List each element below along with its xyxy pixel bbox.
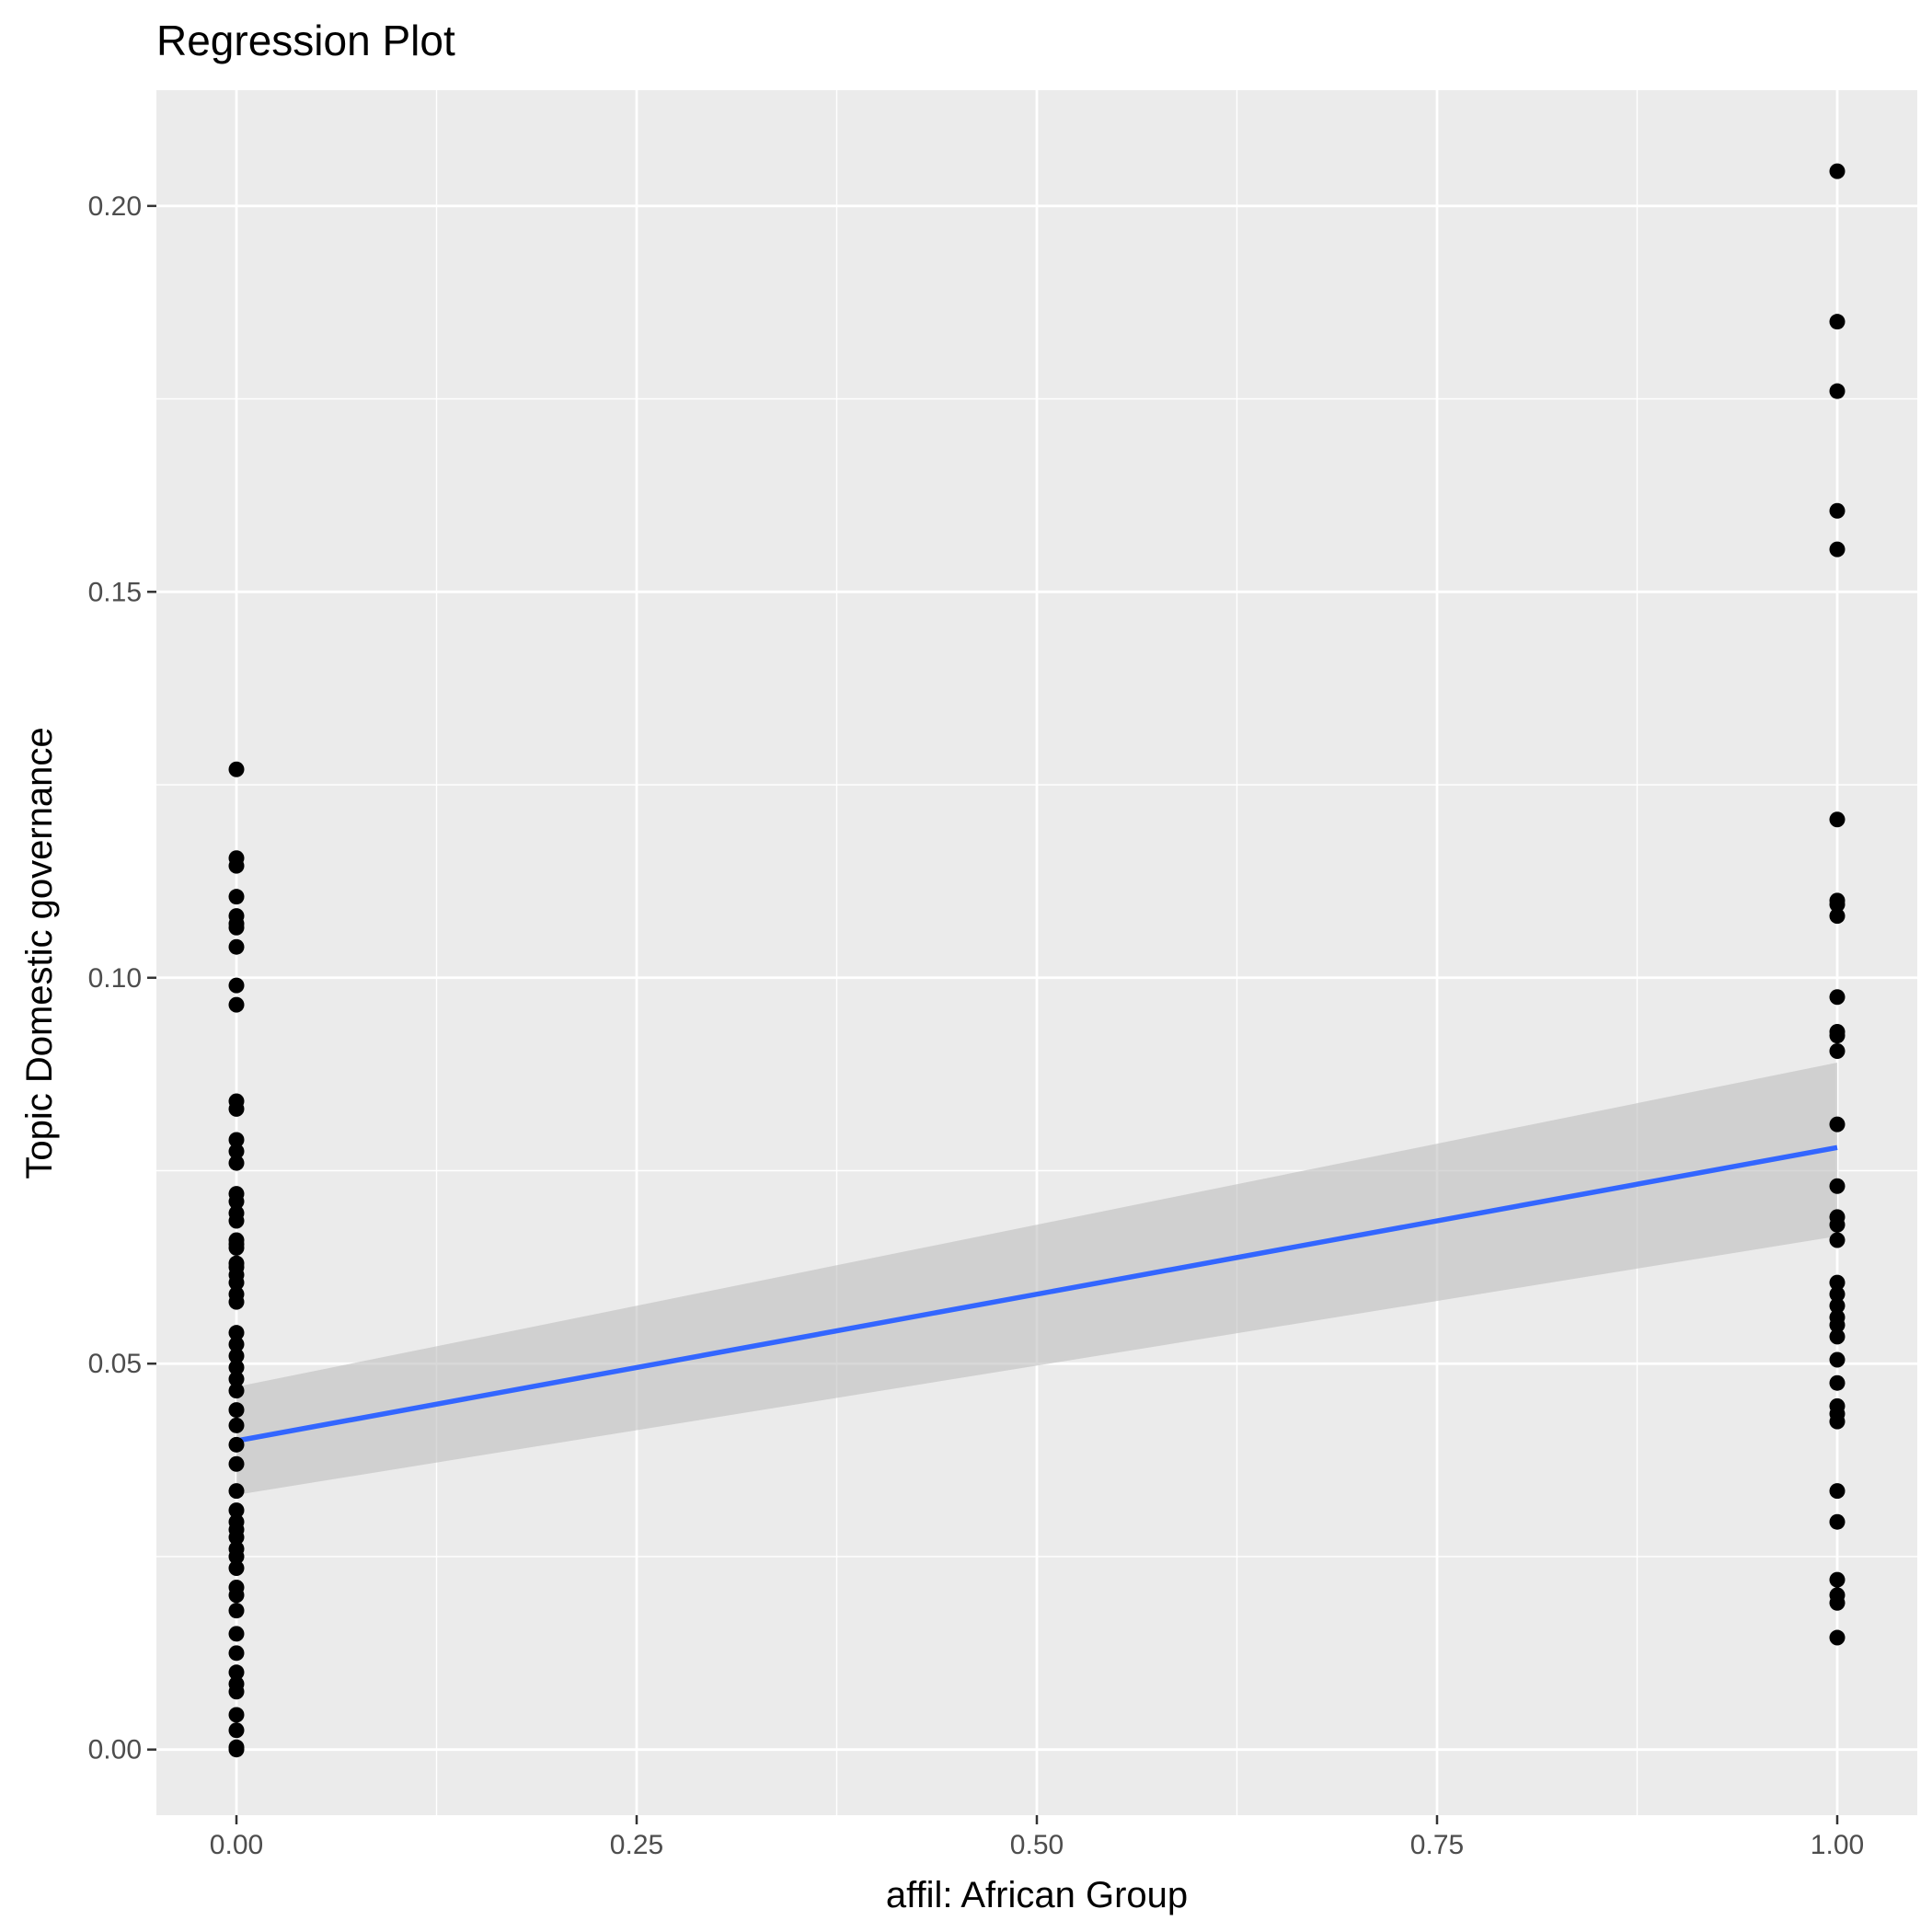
x-axis-ticks: 0.00 0.25 0.50 0.75 1.00	[210, 1815, 1864, 1860]
data-point	[228, 1722, 245, 1739]
data-point	[228, 889, 245, 905]
data-point	[228, 1274, 245, 1291]
x-tick-label: 0.00	[210, 1830, 263, 1860]
data-point	[1829, 989, 1846, 1006]
chart-title: Regression Plot	[156, 17, 455, 64]
data-point	[1829, 1286, 1846, 1303]
x-tick-label: 1.00	[1811, 1830, 1864, 1860]
data-point	[1829, 1028, 1846, 1044]
data-point	[228, 1483, 245, 1500]
data-point	[228, 1417, 245, 1433]
data-point	[228, 1742, 245, 1758]
data-point	[228, 1560, 245, 1577]
confidence-band	[236, 1063, 1837, 1495]
data-point	[228, 1645, 245, 1662]
data-point	[228, 1371, 245, 1387]
data-point	[1829, 1594, 1846, 1611]
data-point	[1829, 1042, 1846, 1059]
data-point	[228, 1144, 245, 1160]
data-point	[1829, 1178, 1846, 1194]
y-tick-label: 0.00	[88, 1735, 142, 1765]
data-point	[1829, 1116, 1846, 1133]
data-point	[1829, 1629, 1846, 1646]
data-point	[228, 1383, 245, 1399]
data-point	[1829, 811, 1846, 828]
data-point	[228, 1336, 245, 1352]
data-point	[1829, 1483, 1846, 1500]
y-tick-label: 0.20	[88, 191, 142, 222]
y-tick-label: 0.10	[88, 963, 142, 994]
data-point	[228, 1359, 245, 1375]
data-point	[228, 977, 245, 994]
data-point	[228, 919, 245, 936]
data-point	[1829, 1328, 1846, 1345]
x-tick-label: 0.75	[1410, 1830, 1464, 1860]
data-point	[228, 1684, 245, 1700]
data-point	[228, 1402, 245, 1419]
scatter-points	[228, 163, 1846, 1758]
data-point	[1829, 1317, 1846, 1333]
data-point	[228, 1348, 245, 1364]
y-axis-ticks: 0.00 0.05 0.10 0.15 0.20	[88, 191, 156, 1765]
data-point	[1829, 383, 1846, 399]
data-point	[1829, 1297, 1846, 1314]
data-point	[228, 1193, 245, 1210]
regression-line-layer	[236, 1144, 1838, 1443]
data-point	[228, 1155, 245, 1171]
y-tick-label: 0.15	[88, 577, 142, 607]
data-point	[1829, 896, 1846, 913]
data-point	[1829, 314, 1846, 330]
data-point	[1829, 1374, 1846, 1391]
data-point	[228, 1100, 245, 1117]
data-point	[228, 1664, 245, 1681]
data-point	[1829, 502, 1846, 519]
data-point	[228, 1603, 245, 1619]
data-point	[228, 1213, 245, 1229]
data-point	[228, 938, 245, 955]
confidence-band-layer	[236, 1063, 1837, 1495]
data-point	[1829, 1413, 1846, 1430]
data-point	[228, 1239, 245, 1256]
data-point	[1829, 541, 1846, 558]
data-point	[1829, 1351, 1846, 1368]
x-tick-label: 0.50	[1010, 1830, 1064, 1860]
data-point	[1829, 1274, 1846, 1291]
data-point	[228, 1548, 245, 1565]
data-point	[228, 1587, 245, 1604]
x-axis-title: affil: African Group	[886, 1875, 1188, 1915]
data-point	[228, 1529, 245, 1546]
data-point	[228, 1325, 245, 1341]
data-point	[228, 1707, 245, 1723]
y-axis-title: Topic Domestic governance	[19, 727, 60, 1179]
data-point	[228, 1455, 245, 1472]
data-point	[228, 761, 245, 777]
data-point	[228, 1626, 245, 1642]
data-point	[1829, 163, 1846, 179]
data-point	[228, 857, 245, 874]
data-point	[228, 1502, 245, 1519]
data-point	[228, 1132, 245, 1148]
data-point	[228, 1294, 245, 1310]
regression-line	[236, 1144, 1838, 1443]
data-point	[1829, 1513, 1846, 1530]
data-point	[1829, 1571, 1846, 1588]
y-tick-label: 0.05	[88, 1349, 142, 1379]
data-point	[228, 1436, 245, 1453]
data-point	[1829, 908, 1846, 925]
data-point	[1829, 1216, 1846, 1233]
data-point	[228, 996, 245, 1013]
data-point	[1829, 1232, 1846, 1248]
x-tick-label: 0.25	[610, 1830, 663, 1860]
